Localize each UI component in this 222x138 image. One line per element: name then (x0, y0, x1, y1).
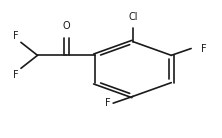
Text: F: F (13, 70, 18, 80)
Text: F: F (13, 31, 18, 41)
Text: F: F (201, 43, 207, 54)
Text: Cl: Cl (128, 12, 138, 22)
Text: O: O (62, 21, 70, 31)
Text: F: F (105, 98, 111, 108)
